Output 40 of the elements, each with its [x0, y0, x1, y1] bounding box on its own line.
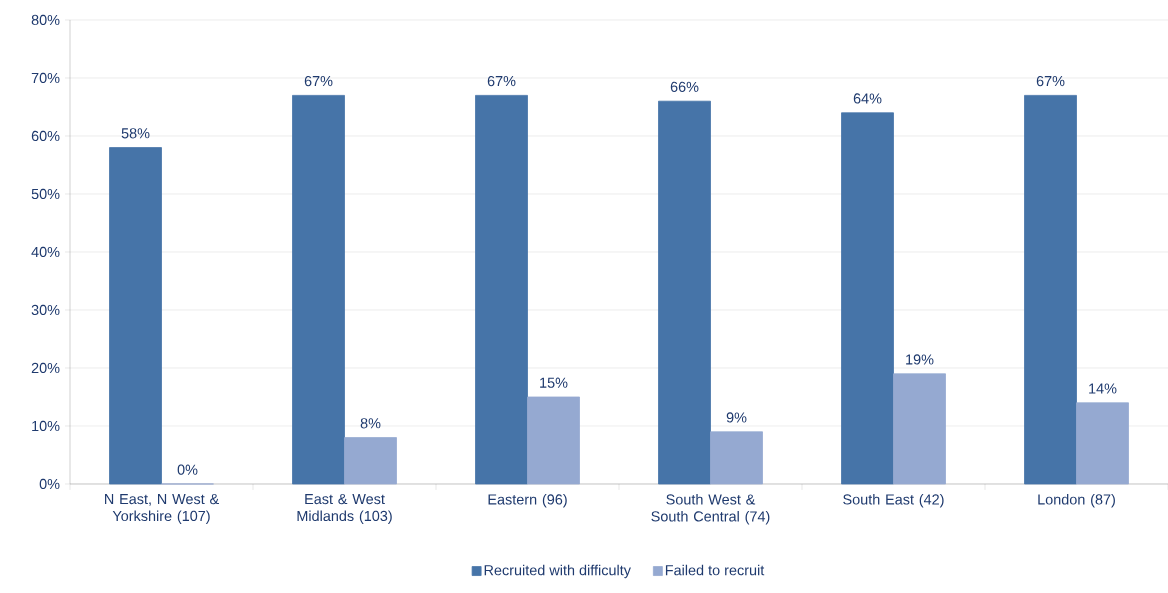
- y-tick-label: 0%: [39, 478, 60, 490]
- bar: [710, 431, 763, 485]
- y-tick-label: 40%: [31, 246, 60, 258]
- y-tick-label: 60%: [31, 130, 60, 142]
- bar: [1076, 402, 1129, 485]
- bar: [893, 373, 946, 485]
- bar: [475, 94, 528, 485]
- y-tick-label: 20%: [31, 362, 60, 374]
- x-tick-label: Eastern (96): [488, 494, 567, 508]
- bar: [292, 94, 345, 485]
- data-label: 67%: [487, 75, 516, 87]
- legend-label: Recruited with difficulty: [484, 564, 631, 579]
- data-label: 14%: [1089, 383, 1117, 394]
- data-label: 67%: [1036, 75, 1065, 87]
- x-tick-label: N East, N West & Yorkshire (107): [105, 494, 219, 524]
- bar: [109, 147, 162, 485]
- data-label: 64%: [853, 93, 882, 104]
- y-tick-label: 30%: [31, 304, 60, 316]
- bar: [658, 100, 711, 485]
- data-label: 67%: [304, 75, 333, 87]
- x-tick-label: South East (42): [843, 494, 944, 508]
- data-label: 8%: [360, 418, 381, 429]
- bar: [527, 396, 580, 485]
- data-label: 9%: [726, 412, 747, 423]
- data-label: 58%: [121, 128, 150, 139]
- bar: [344, 437, 397, 485]
- y-tick-label: 10%: [32, 420, 60, 432]
- data-label: 0%: [177, 464, 198, 475]
- bar: [1024, 94, 1077, 485]
- x-tick-label: East & West Midlands (103): [297, 494, 392, 524]
- data-label: 19%: [906, 354, 934, 365]
- data-label: 66%: [670, 81, 699, 92]
- y-tick-label: 70%: [31, 72, 60, 84]
- x-tick-label: London (87): [1038, 494, 1115, 508]
- data-label: 15%: [540, 377, 568, 388]
- x-tick-label: South West & South Central (74): [651, 494, 770, 525]
- bar: [841, 112, 894, 485]
- legend-label: Failed to recruit: [665, 564, 765, 576]
- y-tick-label: 50%: [31, 188, 60, 200]
- y-tick-label: 80%: [31, 14, 60, 26]
